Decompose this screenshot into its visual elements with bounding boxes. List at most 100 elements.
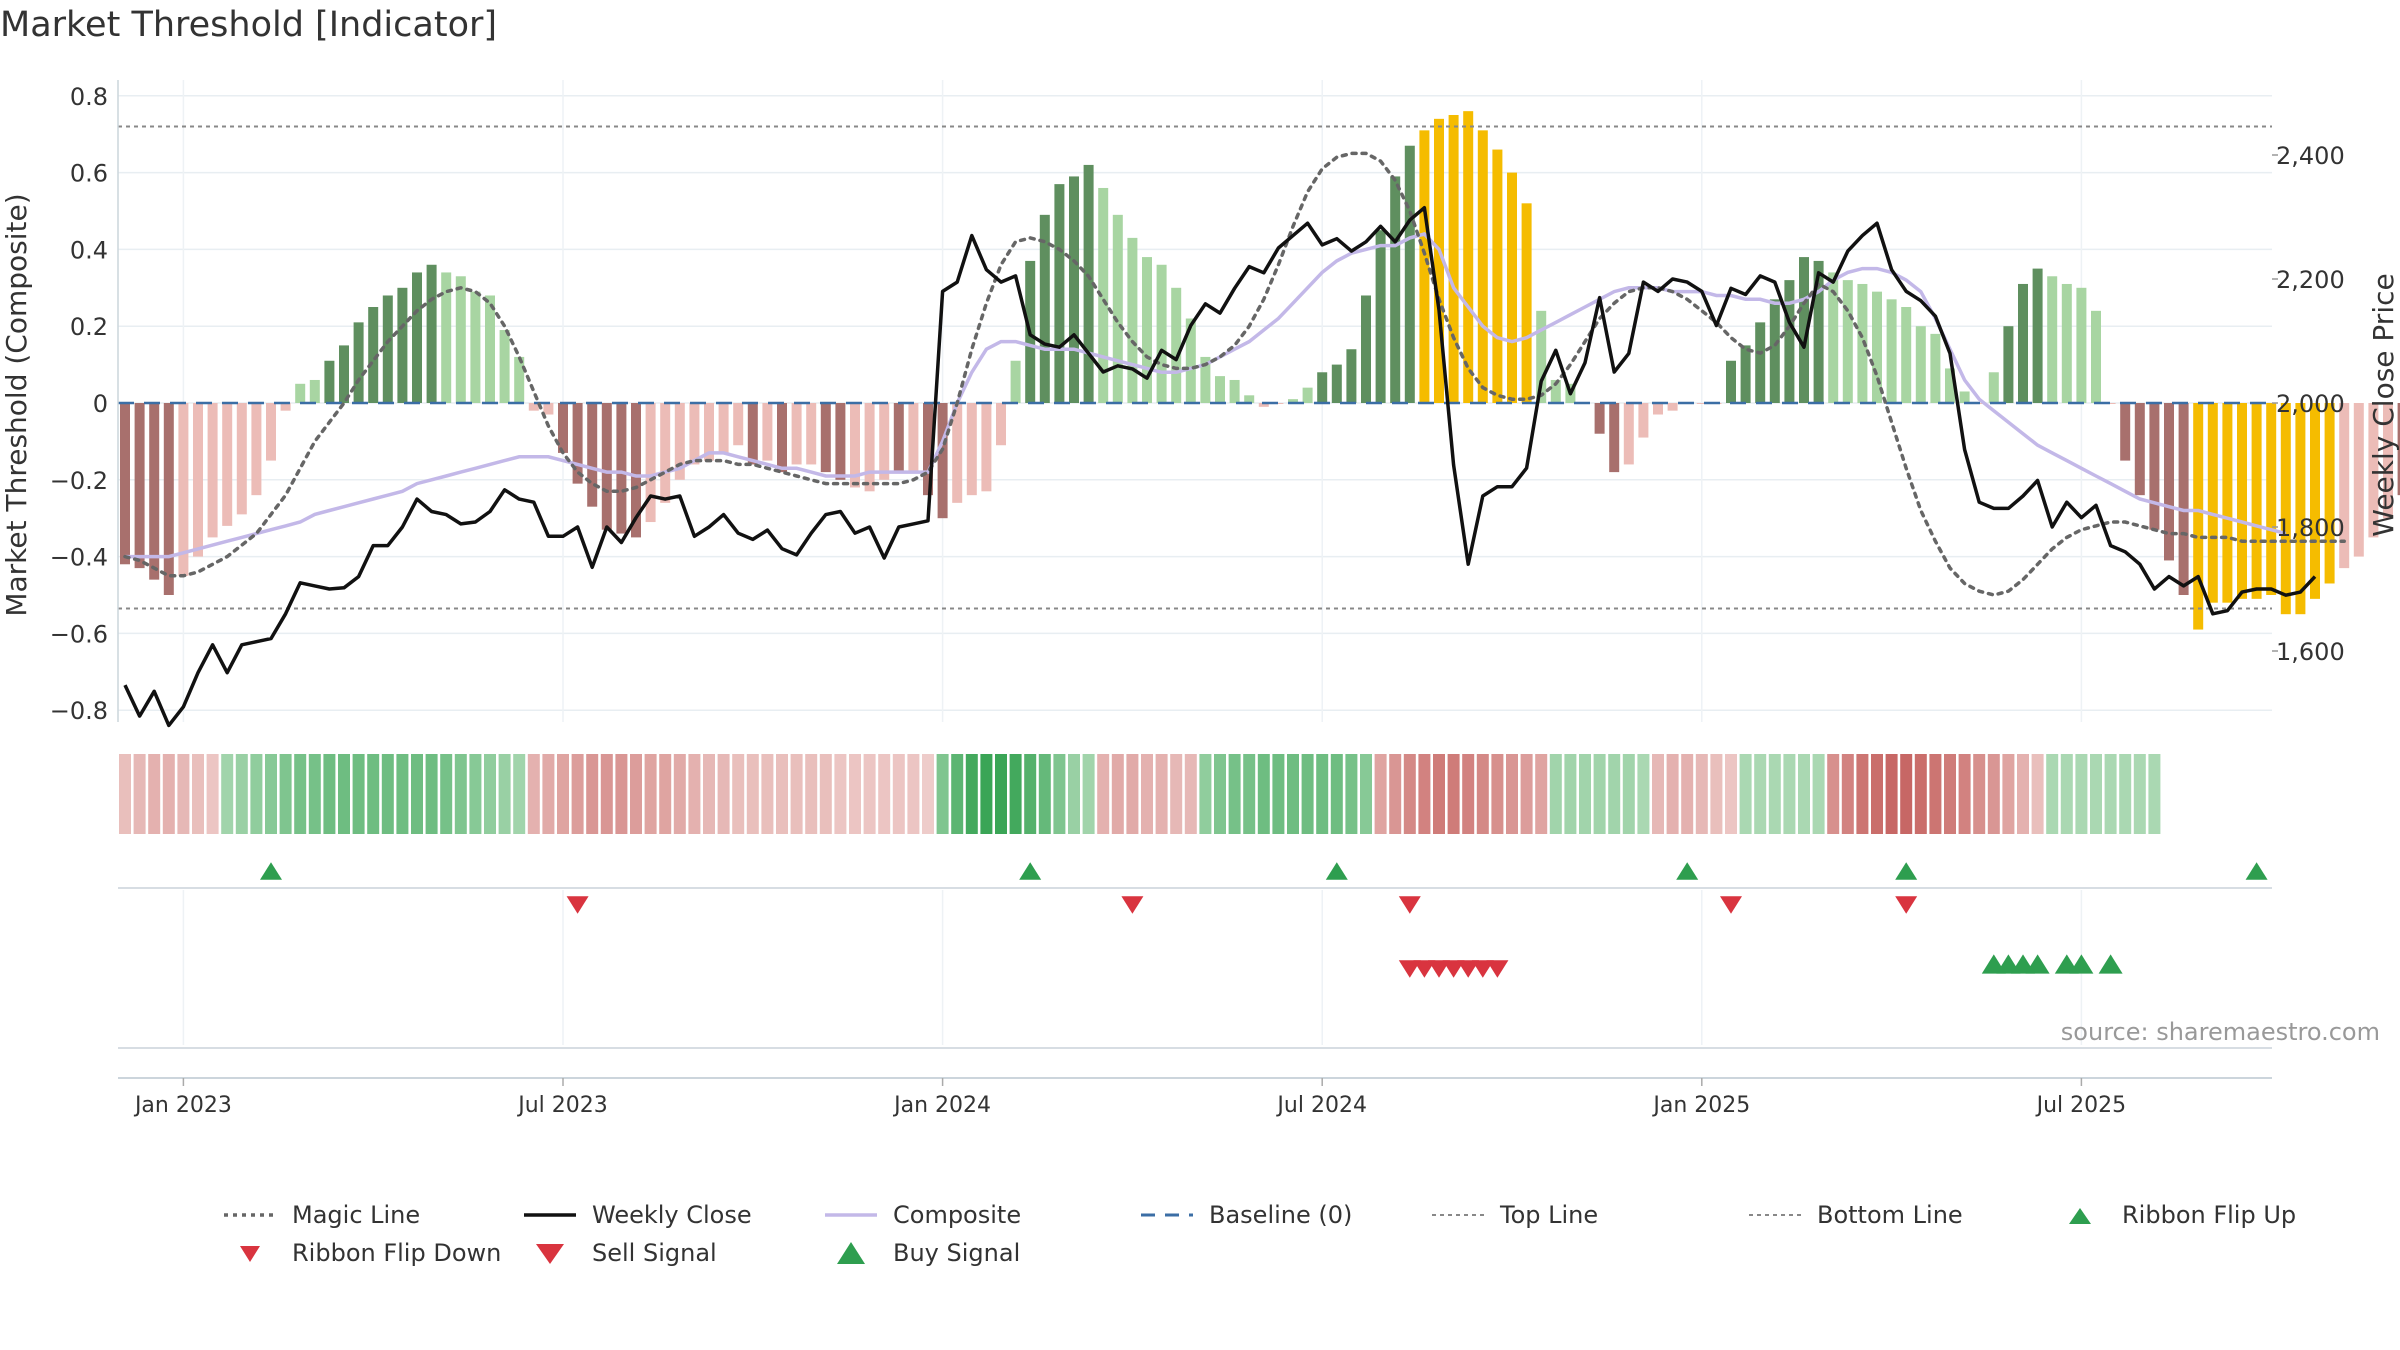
legend-item: Buy Signal (821, 1238, 1020, 1268)
ribbon-cell (1725, 754, 1737, 834)
composite-bar (1696, 403, 1707, 404)
composite-bar (251, 403, 262, 496)
legend-label: Bottom Line (1817, 1201, 1963, 1229)
composite-bar (1959, 391, 1970, 403)
composite-bar (1098, 187, 1109, 403)
composite-bar (2207, 403, 2218, 603)
x-axis: Jan 2023 Jul 2023 Jan 2024 Jul 2024 Jan 2025… (118, 1077, 2272, 1118)
composite-bar (1448, 115, 1459, 403)
composite-bar (2120, 403, 2131, 461)
composite-bar (1638, 403, 1649, 438)
ribbon-flip-up-icon (1676, 862, 1699, 880)
ribbon-cell (1257, 754, 1270, 834)
composite-bar (1945, 368, 1955, 403)
composite-bar (1039, 214, 1050, 403)
composite-bar (1215, 376, 1225, 403)
composite-bar (2193, 403, 2204, 630)
ribbon-cell (119, 754, 131, 834)
ribbon-cell (1695, 754, 1708, 834)
ribbon-cell (192, 754, 204, 834)
composite-bar (1521, 203, 1532, 403)
ribbon-cell (1418, 754, 1431, 834)
y-axis-label-right: Weekly Close Price (2367, 273, 2400, 536)
ribbon-cell (1097, 754, 1110, 834)
chart-lines (118, 125, 2346, 728)
ribbon-cell (1009, 754, 1022, 834)
composite-bar (2251, 403, 2262, 599)
ribbon-cell (1038, 754, 1051, 834)
axes: 0.8 0.6 0.4 0.2 0 −0.2 −0.4 −0.6 −0.8 2,400 2,200 2… (50, 80, 2345, 725)
sell-signal-icon (1413, 960, 1436, 978)
composite-bar (1550, 379, 1561, 403)
composite-bar (616, 403, 627, 534)
composite-bar (2397, 403, 2400, 496)
ribbon-cell (1637, 754, 1650, 834)
composite-bar (441, 272, 452, 403)
ribbon-cell (790, 754, 803, 834)
ribbon-cell (1987, 754, 2000, 834)
ribbon-cell (411, 754, 423, 834)
composite-bar (1988, 372, 1999, 403)
composite-bar (412, 272, 422, 403)
ribbon-cell (527, 754, 540, 834)
composite-bar (2266, 403, 2277, 595)
ribbon-cell (1914, 754, 1927, 834)
composite-bar (2003, 326, 2014, 403)
composite-bar (893, 403, 904, 473)
buy-triangle-icon (837, 1242, 865, 1264)
composite-bar (2295, 403, 2306, 615)
composite-bar (864, 403, 875, 492)
down-triangle-icon (240, 1246, 260, 1262)
ribbon-cell (1199, 754, 1212, 834)
composite-bar (2105, 403, 2116, 404)
y-tick-label-right: 2,000 (2276, 390, 2345, 418)
ribbon-cell (892, 754, 905, 834)
composite-bar (149, 403, 160, 580)
ribbon-cell (1068, 754, 1080, 834)
composite-bar (2383, 403, 2393, 519)
composite-bar (1915, 326, 1926, 403)
ribbon-cell (2104, 754, 2117, 834)
composite-bar (1536, 310, 1547, 403)
sell-triangle-icon (536, 1244, 564, 1264)
legend-item: Baseline (0) (1137, 1200, 1352, 1230)
composite-bar (236, 403, 247, 515)
ribbon-cell (206, 754, 219, 834)
sell-signal-icon (1398, 960, 1421, 978)
ribbon-cell (1141, 754, 1153, 834)
y-tick-label-left: −0.4 (50, 544, 108, 572)
legend-label: Top Line (1500, 1201, 1599, 1229)
ribbon-cell (703, 754, 715, 834)
composite-line (825, 1213, 877, 1217)
composite-bar (645, 403, 656, 523)
ribbon-cell (673, 754, 686, 834)
composite-bar (1492, 149, 1503, 403)
ribbon-flip-up-icon (1895, 862, 1918, 880)
composite-bar (2061, 283, 2072, 403)
composite-bar (1901, 307, 1912, 403)
ribbon-cell (659, 754, 672, 834)
composite-bar (2222, 403, 2233, 603)
composite-bar (295, 383, 306, 403)
composite-bar (1769, 299, 1780, 403)
composite-bar (163, 403, 174, 595)
composite-bar (777, 403, 787, 473)
ribbon-flip-up-icon (1325, 862, 1348, 880)
composite-bar (1390, 176, 1401, 403)
composite-bar (718, 403, 729, 453)
composite-bar (455, 276, 466, 403)
composite-bar (908, 403, 919, 473)
composite-bar (981, 403, 992, 492)
composite-bar (1930, 333, 1941, 403)
composite-bar (1667, 403, 1678, 411)
ribbon-cell (1287, 754, 1299, 834)
composite-bar (1828, 272, 1839, 403)
composite-bar (733, 403, 744, 446)
composite-bar (2018, 283, 2028, 403)
ribbon-cell (484, 754, 496, 834)
composite-bar (937, 403, 948, 519)
thin-dotted-line (1749, 1214, 1801, 1216)
composite-bar (178, 403, 189, 576)
composite-bar (1361, 295, 1371, 403)
up-triangle-icon (2069, 1208, 2091, 1224)
